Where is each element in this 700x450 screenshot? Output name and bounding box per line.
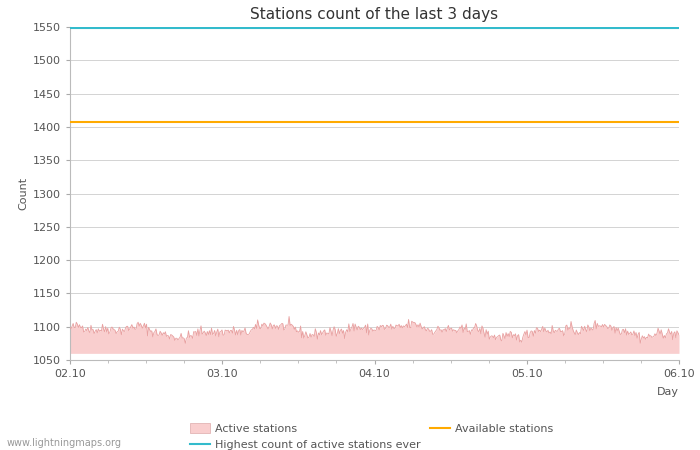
Y-axis label: Count: Count bbox=[19, 177, 29, 210]
Text: Day: Day bbox=[657, 387, 679, 396]
Legend: Active stations, Highest count of active stations ever, Available stations: Active stations, Highest count of active… bbox=[186, 419, 558, 450]
Text: www.lightningmaps.org: www.lightningmaps.org bbox=[7, 438, 122, 448]
Title: Stations count of the last 3 days: Stations count of the last 3 days bbox=[251, 7, 498, 22]
